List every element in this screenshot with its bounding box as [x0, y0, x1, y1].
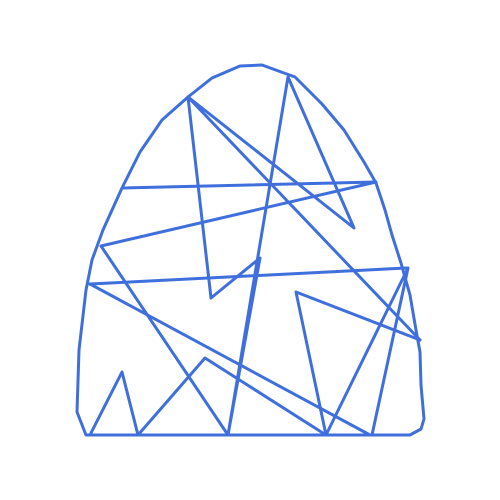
diagonal-line [88, 282, 372, 437]
inner-triangle [294, 290, 422, 437]
crossing-polyline [88, 75, 410, 437]
long-diagonal-line [186, 95, 422, 342]
arch-outline [75, 63, 426, 437]
